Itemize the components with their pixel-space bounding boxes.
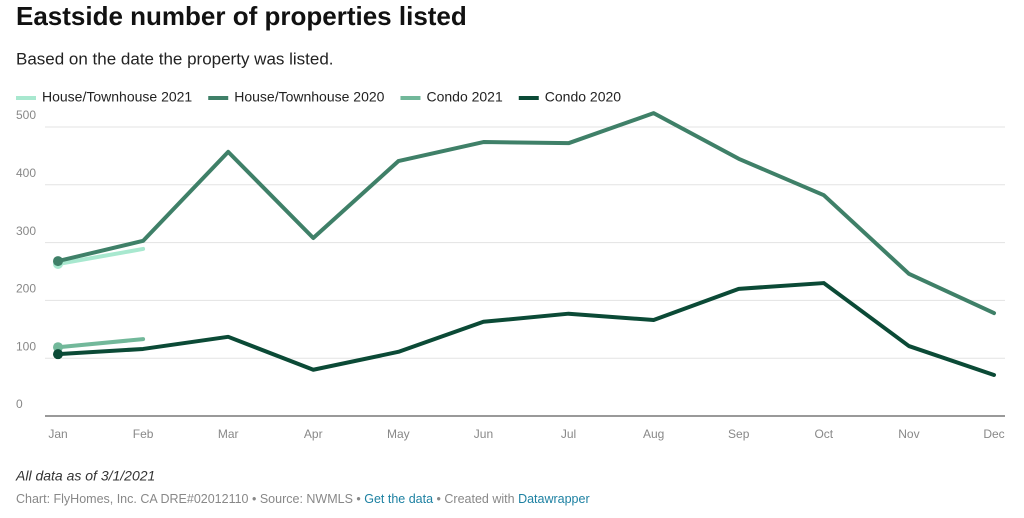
series-line bbox=[56, 337, 146, 350]
x-tick-label: Nov bbox=[898, 427, 919, 441]
note: All data as of 3/1/2021 bbox=[15, 468, 155, 484]
legend-label: House/Townhouse 2020 bbox=[234, 89, 384, 105]
y-tick-label: 500 bbox=[16, 108, 36, 122]
footer: Chart: FlyHomes, Inc. CA DRE#02012110 • … bbox=[16, 492, 590, 506]
x-tick-label: Jul bbox=[561, 427, 576, 441]
y-tick-label: 0 bbox=[16, 397, 23, 411]
series-dot bbox=[53, 342, 63, 353]
chart-subtitle: Based on the date the property was liste… bbox=[16, 49, 334, 68]
series-dot bbox=[53, 349, 63, 360]
x-tick-label: Apr bbox=[304, 427, 323, 441]
y-tick-label: 300 bbox=[16, 224, 36, 238]
legend-label: House/Townhouse 2021 bbox=[42, 89, 192, 105]
series-dot bbox=[53, 256, 63, 267]
x-tick-label: Feb bbox=[133, 427, 154, 441]
chart-title: Eastside number of properties listed bbox=[16, 1, 467, 31]
series-line bbox=[56, 111, 996, 316]
tool-link[interactable]: Datawrapper bbox=[518, 492, 590, 506]
y-tick-label: 100 bbox=[16, 339, 36, 353]
legend-label: Condo 2020 bbox=[545, 89, 622, 105]
x-tick-label: May bbox=[387, 427, 410, 441]
created-with: • Created with bbox=[437, 492, 515, 506]
x-tick-label: Dec bbox=[983, 427, 1004, 441]
x-tick-label: Aug bbox=[643, 427, 664, 441]
x-tick-label: Mar bbox=[218, 427, 239, 441]
series-line bbox=[56, 246, 146, 266]
legend-label: Condo 2021 bbox=[426, 89, 503, 105]
y-tick-label: 400 bbox=[16, 166, 36, 180]
source: Chart: FlyHomes, Inc. CA DRE#02012110 • … bbox=[16, 492, 361, 506]
x-tick-label: Oct bbox=[814, 427, 833, 441]
y-tick-label: 200 bbox=[16, 282, 36, 296]
data-link[interactable]: Get the data bbox=[364, 492, 433, 506]
x-tick-label: Jan bbox=[48, 427, 67, 441]
x-tick-label: Jun bbox=[474, 427, 493, 441]
series-line bbox=[56, 281, 996, 377]
x-tick-label: Sep bbox=[728, 427, 750, 441]
